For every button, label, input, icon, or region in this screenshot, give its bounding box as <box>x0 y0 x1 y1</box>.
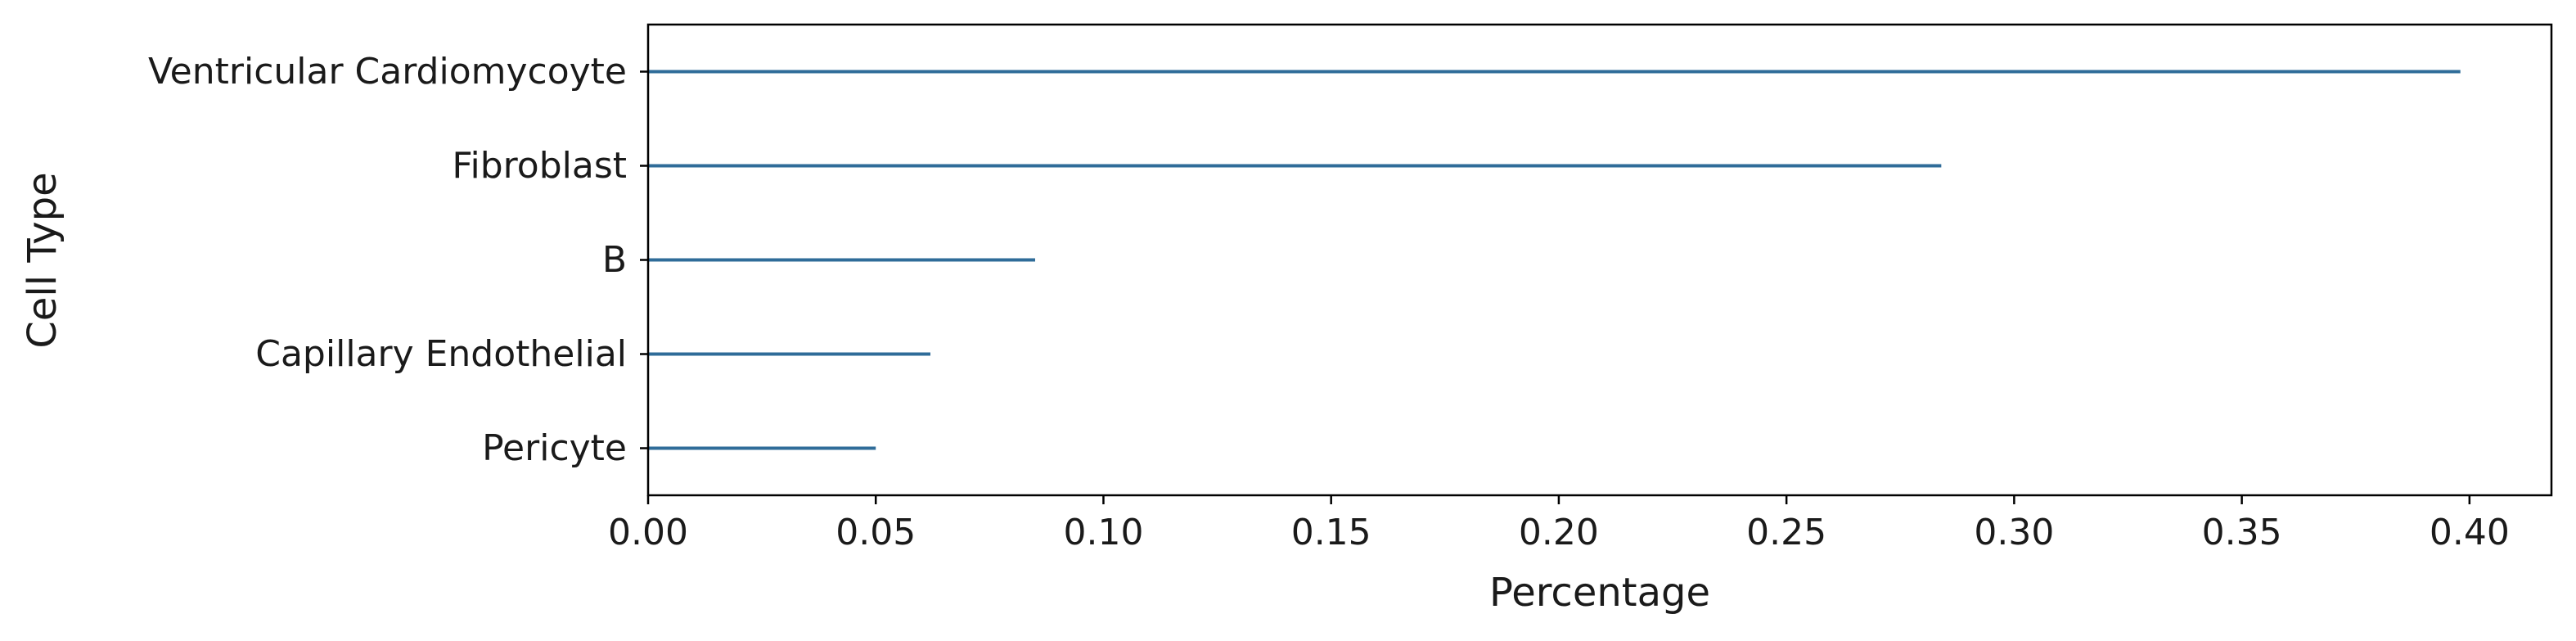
x-tick-label: 0.10 <box>1063 512 1143 553</box>
x-ticks-layer: 0.00 0.05 0.10 0.15 0.20 0.25 0.30 0.35 0.40 <box>608 495 2510 553</box>
y-tick-label-capillary-endothelial: Capillary Endothelial <box>255 333 627 375</box>
y-tick-label-pericyte: Pericyte <box>482 427 627 469</box>
x-tick-label: 0.00 <box>608 512 688 553</box>
x-tick-label: 0.20 <box>1519 512 1599 553</box>
x-tick-label: 0.05 <box>835 512 916 553</box>
bars-layer <box>648 70 2461 450</box>
y-tick-label-b: B <box>602 239 627 281</box>
x-tick-label: 0.40 <box>2430 512 2510 553</box>
x-axis-title: Percentage <box>1489 570 1710 616</box>
x-tick-label: 0.15 <box>1291 512 1371 553</box>
x-tick-label: 0.30 <box>1974 512 2054 553</box>
x-tick-label: 0.35 <box>2202 512 2282 553</box>
y-ticks-layer: Ventricular Cardiomycoyte Fibroblast B Capi… <box>148 51 648 469</box>
y-tick-label-ventricular-cardiomycoyte: Ventricular Cardiomycoyte <box>148 51 627 93</box>
y-tick-label-fibroblast: Fibroblast <box>452 145 627 187</box>
y-axis-title: Cell Type <box>20 172 65 348</box>
x-tick-label: 0.25 <box>1746 512 1826 553</box>
